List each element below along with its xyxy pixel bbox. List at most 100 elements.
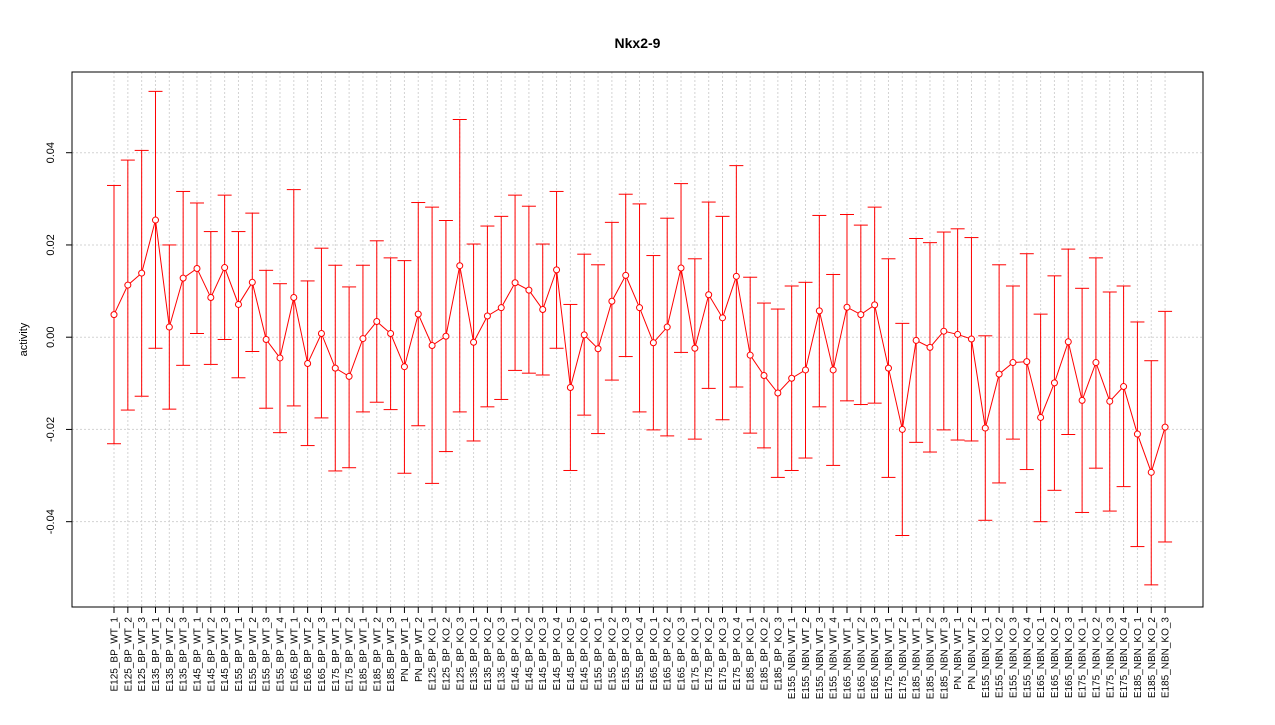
y-tick-label: -0.04 <box>45 509 57 534</box>
data-point <box>1078 396 1086 404</box>
x-tick-label: E135_BP_WT_1 <box>151 617 162 692</box>
x-tick-label: PN_BP_WT_2 <box>414 617 425 682</box>
data-point <box>193 264 201 272</box>
data-point <box>843 303 851 311</box>
data-point <box>207 294 215 302</box>
x-tick-label: E155_NBN_KO_3 <box>1008 617 1019 699</box>
x-tick-label: E185_NBN_KO_3 <box>1161 617 1172 699</box>
data-point <box>954 330 962 338</box>
x-tick-label: E175_BP_KO_4 <box>732 617 743 691</box>
x-tick-label: E135_BP_KO_2 <box>483 617 494 691</box>
x-tick-label: E145_BP_KO_1 <box>511 617 522 691</box>
x-tick-label: E165_BP_KO_2 <box>663 617 674 691</box>
x-tick-label: E185_NBN_WT_1 <box>912 617 923 700</box>
x-tick-label: E175_BP_KO_3 <box>718 617 729 691</box>
data-point <box>110 311 118 319</box>
x-tick-label: E125_BP_WT_1 <box>110 617 121 692</box>
x-tick-label: E185_BP_WT_3 <box>386 617 397 692</box>
x-tick-label: E135_BP_WT_3 <box>179 617 190 692</box>
data-point <box>497 304 505 312</box>
x-tick-label: E175_BP_KO_2 <box>704 617 715 691</box>
data-point <box>636 304 644 312</box>
data-point <box>1133 430 1141 438</box>
x-tick-label: E175_BP_WT_1 <box>331 617 342 692</box>
x-tick-label: E185_NBN_KO_1 <box>1133 617 1144 699</box>
data-point <box>317 330 325 338</box>
x-tick-label: E145_BP_KO_5 <box>566 617 577 691</box>
x-tick-label: E155_BP_WT_2 <box>248 617 259 692</box>
data-point <box>179 274 187 282</box>
data-point <box>234 300 242 308</box>
x-tick-label: E145_BP_KO_3 <box>538 617 549 691</box>
data-point <box>483 312 491 320</box>
x-tick-label: E145_BP_WT_1 <box>192 617 203 692</box>
data-point <box>248 278 256 286</box>
data-point <box>940 327 948 335</box>
x-tick-label: E155_NBN_KO_1 <box>981 617 992 699</box>
data-point <box>732 272 740 280</box>
x-tick-label: E165_NBN_WT_3 <box>870 617 881 700</box>
x-tick-label: PN_NBN_WT_1 <box>953 617 964 690</box>
x-tick-label: E165_BP_WT_3 <box>317 617 328 692</box>
x-tick-label: E145_BP_KO_6 <box>580 617 591 691</box>
data-point <box>760 371 768 379</box>
data-point <box>304 359 312 367</box>
data-point <box>746 351 754 359</box>
data-point <box>525 286 533 294</box>
data-point <box>1120 383 1128 391</box>
data-point <box>580 331 588 339</box>
x-tick-label: E185_BP_WT_2 <box>372 617 383 692</box>
data-point <box>566 383 574 391</box>
x-tick-label: E185_NBN_WT_2 <box>925 617 936 700</box>
data-point <box>857 311 865 319</box>
data-point <box>456 262 464 270</box>
x-tick-label: E175_BP_KO_1 <box>690 617 701 691</box>
x-tick-label: E155_BP_KO_2 <box>607 617 618 691</box>
data-point <box>442 332 450 340</box>
x-tick-label: E185_NBN_WT_3 <box>939 617 950 700</box>
x-tick-label: E125_BP_WT_2 <box>123 617 134 692</box>
data-point <box>290 294 298 302</box>
x-tick-label: E185_NBN_KO_2 <box>1147 617 1158 699</box>
data-point <box>677 264 685 272</box>
x-tick-label: E175_NBN_WT_2 <box>898 617 909 700</box>
data-point <box>553 266 561 274</box>
x-axis: E125_BP_WT_1 E125_BP_WT_2 E125_BP_WT_3 E135… <box>110 607 1172 699</box>
data-point <box>470 338 478 346</box>
x-tick-label: E175_NBN_KO_1 <box>1078 617 1089 699</box>
data-point <box>705 291 713 299</box>
data-point <box>414 310 422 318</box>
x-tick-label: E185_BP_KO_3 <box>773 617 784 691</box>
x-tick-label: E135_BP_WT_2 <box>165 617 176 692</box>
x-tick-label: E185_BP_WT_1 <box>358 617 369 692</box>
data-point <box>539 306 547 314</box>
x-tick-label: E155_NBN_WT_4 <box>829 617 840 700</box>
data-point <box>995 370 1003 378</box>
x-tick-label: E145_BP_KO_4 <box>552 617 563 691</box>
data-point <box>151 216 159 224</box>
data-point <box>926 343 934 351</box>
x-tick-label: E165_BP_WT_1 <box>289 617 300 692</box>
x-tick-label: E155_NBN_WT_1 <box>787 617 798 700</box>
data-point <box>359 335 367 343</box>
x-tick-label: E155_BP_WT_4 <box>275 617 286 692</box>
data-point <box>815 307 823 315</box>
plot-frame <box>71 71 1204 608</box>
x-tick-label: E155_NBN_KO_4 <box>1022 617 1033 699</box>
y-tick-label: 0.02 <box>45 234 57 255</box>
x-tick-label: PN_NBN_WT_2 <box>967 617 978 690</box>
data-point <box>221 264 229 272</box>
data-point <box>802 366 809 374</box>
x-tick-label: E155_BP_WT_3 <box>262 617 273 692</box>
data-point <box>1064 338 1072 346</box>
x-tick-label: E185_BP_KO_1 <box>746 617 757 691</box>
x-tick-label: E175_NBN_KO_2 <box>1091 617 1102 699</box>
data-point <box>1037 413 1045 421</box>
x-tick-label: E155_BP_KO_1 <box>594 617 605 691</box>
data-point <box>788 374 796 382</box>
x-tick-label: E165_NBN_KO_2 <box>1050 617 1061 699</box>
data-point <box>262 336 270 343</box>
data-point <box>138 269 146 277</box>
data-point <box>981 424 989 432</box>
